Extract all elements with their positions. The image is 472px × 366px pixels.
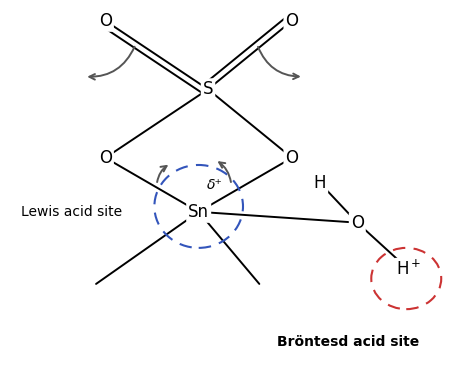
Text: Bröntesd acid site: Bröntesd acid site xyxy=(277,335,419,348)
Text: O: O xyxy=(286,149,298,167)
Text: S: S xyxy=(203,80,213,98)
Text: H$^+$: H$^+$ xyxy=(396,260,421,279)
Text: Sn: Sn xyxy=(188,203,209,221)
Text: O: O xyxy=(99,12,112,30)
Text: O: O xyxy=(286,12,298,30)
Text: δ⁺: δ⁺ xyxy=(207,178,223,192)
Text: Lewis acid site: Lewis acid site xyxy=(21,205,123,219)
Text: O: O xyxy=(99,149,112,167)
Text: H: H xyxy=(314,174,326,192)
Text: O: O xyxy=(351,214,364,232)
